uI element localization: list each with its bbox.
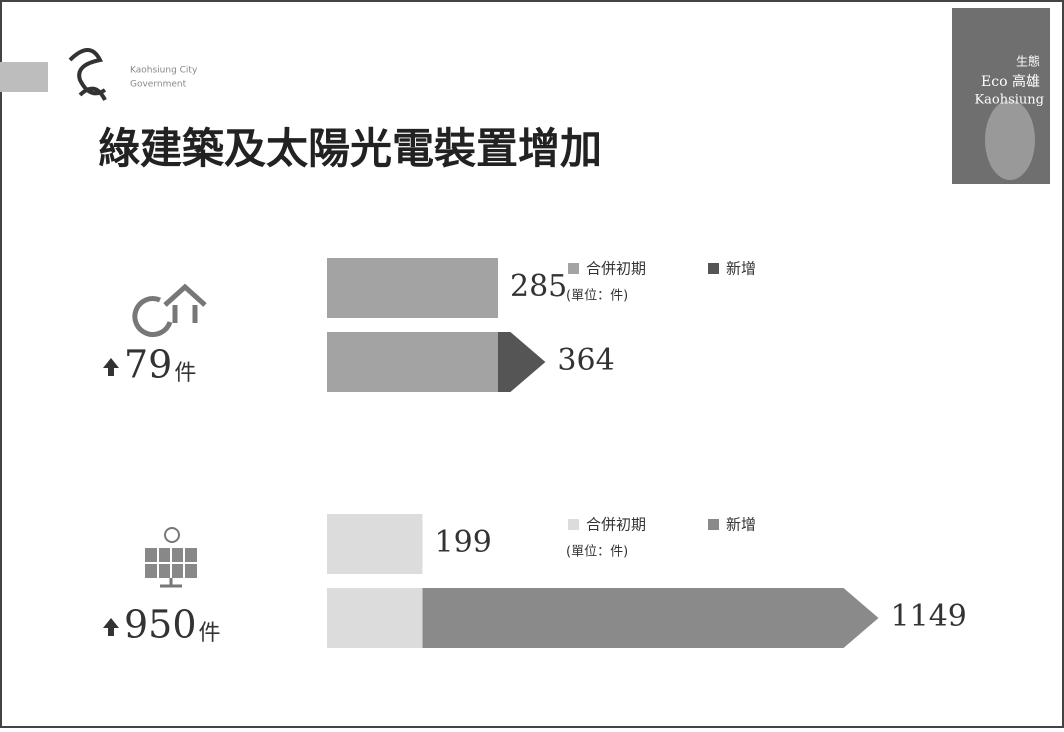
bar-segment: [327, 514, 423, 574]
legend-swatch: [708, 263, 719, 274]
total-label: 1149: [891, 599, 967, 634]
org-name: Government: [130, 80, 187, 90]
green-building-icon: [132, 283, 207, 337]
legend-swatch: [568, 519, 579, 530]
bar-segment: [327, 258, 498, 318]
bar-segment: [327, 588, 423, 648]
increase-value: 79: [124, 343, 172, 387]
city-logo: [68, 48, 107, 101]
legend-label: 合併初期: [586, 516, 646, 534]
bar-segment: [498, 332, 546, 392]
unit-note: (單位：件): [566, 545, 628, 560]
unit-note: (單位：件): [566, 289, 628, 304]
slide-title: 綠建築及太陽光電裝置增加: [98, 124, 602, 173]
legend-swatch: [568, 263, 579, 274]
legend-label: 合併初期: [586, 260, 646, 278]
legend-swatch: [708, 519, 719, 530]
up-arrow: [103, 618, 119, 636]
badge-text: 生態: [1016, 54, 1040, 69]
legend-label: 新增: [726, 516, 756, 534]
increase-unit: 件: [174, 361, 196, 386]
solar-panel-icon: [145, 527, 197, 588]
total-label: 285: [510, 269, 567, 304]
increase-value: 950: [124, 603, 197, 647]
badge-text: Eco 高雄: [981, 73, 1040, 90]
bar-segment: [422, 588, 879, 648]
total-label: 364: [557, 343, 614, 378]
legend-label: 新增: [726, 260, 756, 278]
total-label: 199: [435, 525, 492, 560]
leaf-image: [985, 100, 1035, 180]
up-arrow: [103, 358, 119, 376]
badge-text: Kaohsiung: [974, 93, 1044, 108]
bar-segment: [327, 332, 498, 392]
corner-bar: [0, 62, 48, 92]
org-name: Kaohsiung City: [130, 66, 198, 76]
increase-unit: 件: [199, 621, 221, 646]
